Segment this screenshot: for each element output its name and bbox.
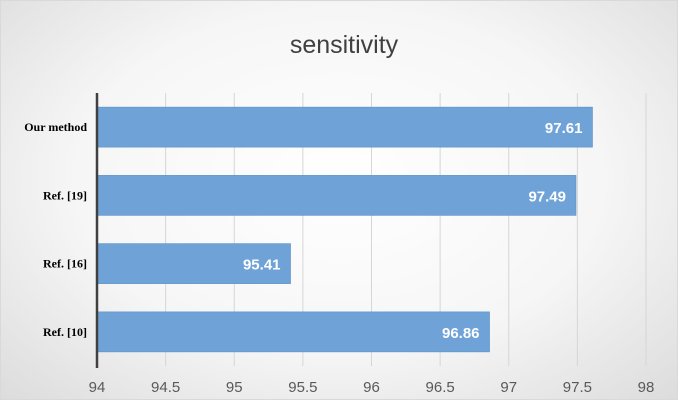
x-tick-label: 97	[500, 379, 517, 396]
bar	[96, 106, 593, 148]
x-tick-label: 94.5	[151, 379, 180, 396]
labels: 94 94.5 95 95.5 96 96.5 97 97.5 98 97.61 Our metho…	[24, 120, 654, 396]
x-tick-label: 95	[226, 379, 243, 396]
bars	[96, 106, 593, 353]
bar	[96, 311, 490, 353]
bar-value-label: 95.41	[243, 257, 281, 274]
x-tick-label: 97.5	[563, 379, 592, 396]
x-tick-label: 96	[363, 379, 380, 396]
category-label: Our method	[24, 120, 87, 134]
x-tick-label: 96.5	[426, 379, 455, 396]
x-tick-label: 98	[638, 379, 655, 396]
bar-value-label: 97.49	[528, 188, 566, 205]
x-tick-label: 94	[89, 379, 106, 396]
bar	[96, 175, 577, 216]
category-label: Ref. [10]	[43, 325, 87, 339]
category-label: Ref. [19]	[43, 188, 87, 202]
x-tick-label: 95.5	[288, 379, 317, 396]
category-label: Ref. [16]	[43, 257, 87, 271]
chart-title: sensitivity	[290, 31, 399, 59]
bar-value-label: 97.61	[545, 120, 583, 137]
bar-value-label: 96.86	[442, 325, 480, 342]
